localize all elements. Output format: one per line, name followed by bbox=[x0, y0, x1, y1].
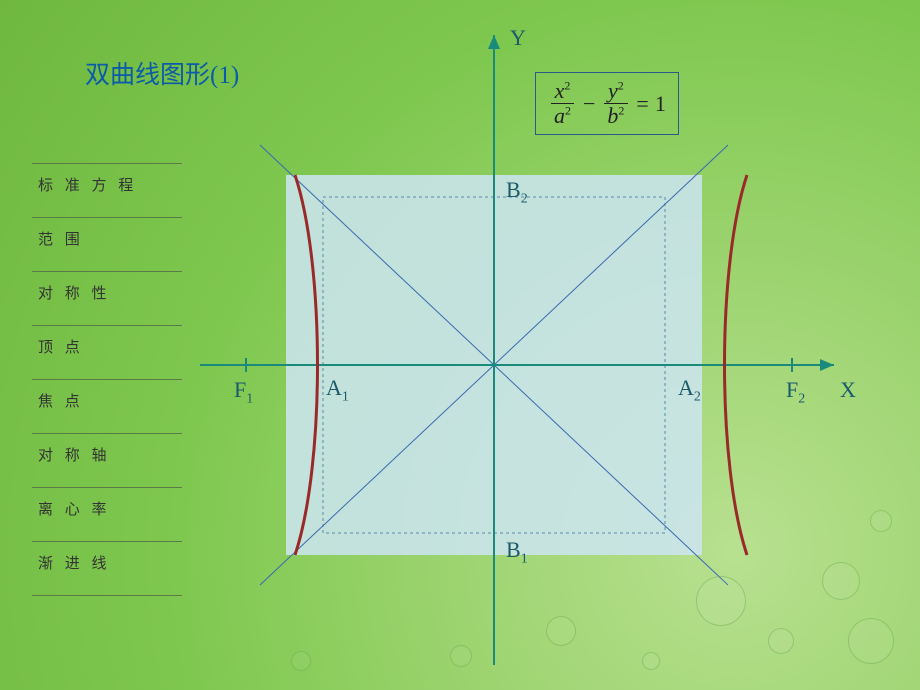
table-row: 顶 点 bbox=[32, 326, 182, 380]
bubble bbox=[696, 576, 746, 626]
point-label-B1: B1 bbox=[506, 537, 528, 567]
table-row: 离 心 率 bbox=[32, 488, 182, 542]
table-row: 标 准 方 程 bbox=[32, 164, 182, 218]
properties-table: 标 准 方 程范 围对 称 性顶 点焦 点对 称 轴离 心 率渐 进 线 bbox=[32, 163, 182, 596]
table-row: 渐 进 线 bbox=[32, 542, 182, 596]
point-label-F2: F2 bbox=[786, 377, 805, 407]
bubble bbox=[768, 628, 794, 654]
point-label-B2: B2 bbox=[506, 177, 528, 207]
bubble bbox=[822, 562, 860, 600]
table-row: 范 围 bbox=[32, 218, 182, 272]
bubble bbox=[642, 652, 660, 670]
table-row: 焦 点 bbox=[32, 380, 182, 434]
x-axis-label: X bbox=[840, 377, 856, 403]
point-label-F1: F1 bbox=[234, 377, 253, 407]
hyperbola-chart: X Y F1 F2 A1 A2 B1 B2 bbox=[200, 25, 900, 675]
point-label-A2: A2 bbox=[678, 375, 701, 405]
table-row: 对 称 性 bbox=[32, 272, 182, 326]
point-label-A1: A1 bbox=[326, 375, 349, 405]
bubble bbox=[450, 645, 472, 667]
y-axis-label: Y bbox=[510, 25, 526, 51]
bubble bbox=[870, 510, 892, 532]
bubble bbox=[848, 618, 894, 664]
bubble bbox=[546, 616, 576, 646]
table-row: 对 称 轴 bbox=[32, 434, 182, 488]
chart-svg bbox=[200, 25, 900, 685]
bubble bbox=[291, 651, 311, 671]
